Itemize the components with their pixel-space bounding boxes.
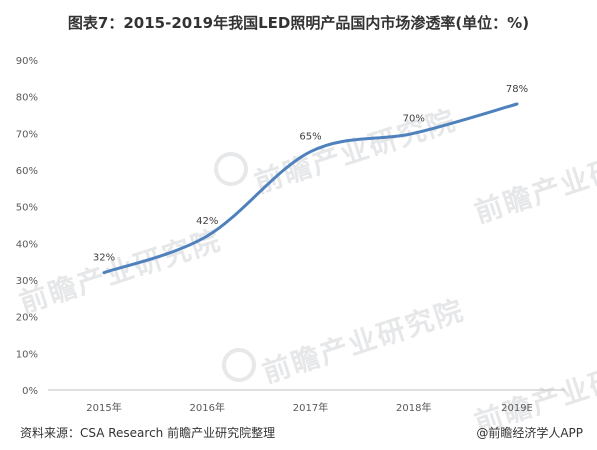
y-tick-label: 40% [16,239,38,250]
y-tick-label: 90% [16,56,38,67]
data-label: 70% [403,113,425,124]
credit-note: @前瞻经济学人APP [476,426,583,440]
data-label: 78% [506,84,528,95]
chart-title: 图表7：2015-2019年我国LED照明产品国内市场渗透率(单位：%) [67,14,530,32]
y-tick-label: 30% [16,276,38,287]
y-tick-label: 50% [16,203,38,214]
y-tick-label: 0% [22,386,38,397]
y-tick-label: 80% [16,93,38,104]
series-line [102,102,519,275]
x-tick-label: 2015年 [86,401,121,414]
data-label: 32% [93,253,115,264]
x-tick-label: 2016年 [190,401,225,414]
y-tick-label: 70% [16,129,38,140]
data-label: 65% [299,132,321,143]
source-note: 资料来源：CSA Research 前瞻产业研究院整理 [20,426,276,440]
y-tick-label: 20% [16,313,38,324]
x-tick-label: 2019E [501,403,533,414]
y-tick-label: 60% [16,166,38,177]
x-tick-label: 2017年 [293,401,328,414]
y-tick-label: 10% [16,349,38,360]
x-tick-label: 2018年 [396,401,431,414]
data-label: 42% [196,216,218,227]
